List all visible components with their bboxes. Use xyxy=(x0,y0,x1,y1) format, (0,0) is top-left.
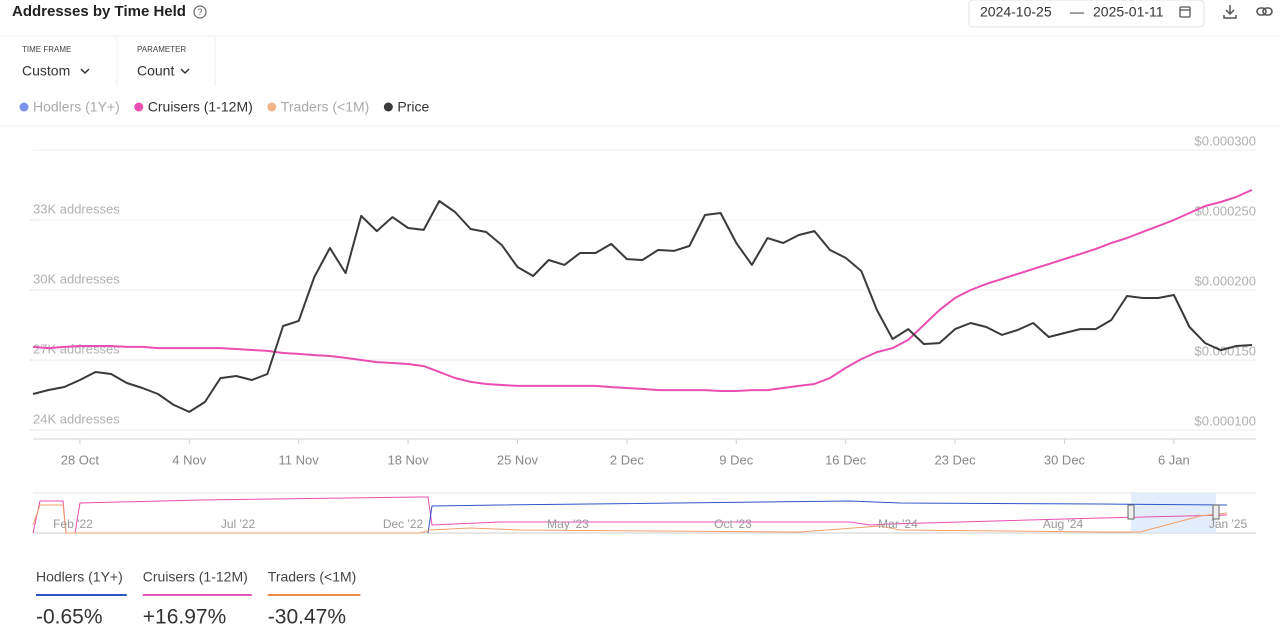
control-value[interactable]: Custom xyxy=(22,63,70,79)
y2-tick-label: $0.000250 xyxy=(1195,203,1256,218)
date-to: 2025-01-11 xyxy=(1093,4,1164,20)
x-tick-label: 2 Dec xyxy=(610,452,644,467)
navigator-label: Oct '23 xyxy=(714,517,752,531)
x-tick-label: 23 Dec xyxy=(934,452,976,467)
navigator-label: Jul '22 xyxy=(221,517,256,531)
y2-tick-label: $0.000100 xyxy=(1195,413,1256,428)
y2-tick-label: $0.000200 xyxy=(1195,273,1256,288)
y-tick-label: 27K addresses xyxy=(33,341,120,356)
calendar-icon[interactable] xyxy=(1179,6,1191,18)
legend-marker[interactable] xyxy=(267,102,277,112)
legend-label[interactable]: Hodlers (1Y+) xyxy=(33,99,120,115)
legend: Hodlers (1Y+) Cruisers (1-12M) Traders (<1… xyxy=(19,99,429,115)
x-tick-label: 30 Dec xyxy=(1044,452,1086,467)
y-tick-label: 30K addresses xyxy=(33,271,120,286)
download-icon[interactable] xyxy=(1223,5,1237,19)
navigator-labels: Feb '22 Jul '22 Dec '22 May '23 Oct '23 Mar '… xyxy=(53,517,1247,531)
date-separator: — xyxy=(1070,4,1084,20)
x-tick-label: 4 Nov xyxy=(172,452,206,467)
help-icon[interactable]: ? xyxy=(193,5,207,19)
date-range[interactable] xyxy=(968,0,1205,28)
navigator-label: Dec '22 xyxy=(383,517,424,531)
legend-label[interactable]: Cruisers (1-12M) xyxy=(148,99,253,115)
x-tick-label: 9 Dec xyxy=(719,452,753,467)
series-line xyxy=(32,200,1253,413)
control-value[interactable]: Count xyxy=(137,63,174,79)
summary-name: Hodlers (1Y+) xyxy=(36,569,123,585)
dropdown-arrow xyxy=(80,68,90,75)
dropdown-arrow xyxy=(180,68,190,75)
x-tick-label: 18 Nov xyxy=(387,452,429,467)
x-tick-label: 6 Jan xyxy=(1158,452,1190,467)
y2-tick-label: $0.000150 xyxy=(1195,343,1256,358)
x-tick-label: 16 Dec xyxy=(825,452,867,467)
legend-label[interactable]: Price xyxy=(397,99,429,115)
navigator xyxy=(32,492,1256,534)
navigator-label: Feb '22 xyxy=(53,517,93,531)
plot: $0.000100 $0.000150 $0.000200 $0.000250 $0.0… xyxy=(30,133,1256,467)
legend-marker[interactable] xyxy=(134,102,144,112)
y-tick-label: 33K addresses xyxy=(33,201,120,216)
summary: Hodlers (1Y+) -0.65% Cruisers (1-12M) +16.9… xyxy=(36,569,361,629)
date-from: 2024-10-25 xyxy=(980,4,1052,20)
navigator-label: Aug '24 xyxy=(1043,517,1084,531)
summary-value: +16.97% xyxy=(143,606,227,629)
summary-value: -30.47% xyxy=(268,606,346,629)
summary-name: Cruisers (1-12M) xyxy=(143,569,248,585)
control-label: TIME FRAME xyxy=(22,45,71,54)
control-label: PARAMETER xyxy=(137,45,186,54)
x-tick-label: 28 Oct xyxy=(61,452,100,467)
navigator-label: Mar '24 xyxy=(878,517,918,531)
x-tick-label: 11 Nov xyxy=(279,452,320,467)
x-tick-label: 25 Nov xyxy=(497,452,539,467)
summary-value: -0.65% xyxy=(36,606,103,629)
legend-marker[interactable] xyxy=(383,102,393,112)
y-tick-label: 24K addresses xyxy=(33,411,120,426)
navigator-label: May '23 xyxy=(547,517,589,531)
y2-tick-label: $0.000300 xyxy=(1195,133,1256,148)
legend-marker[interactable] xyxy=(19,102,29,112)
svg-text:?: ? xyxy=(197,7,202,17)
legend-label[interactable]: Traders (<1M) xyxy=(281,99,370,115)
title: Addresses by Time Held xyxy=(12,3,186,20)
link-icon[interactable] xyxy=(1256,7,1273,16)
navigator-label: Jan '25 xyxy=(1209,517,1248,531)
series-line xyxy=(32,188,1253,392)
summary-name: Traders (<1M) xyxy=(268,569,357,585)
